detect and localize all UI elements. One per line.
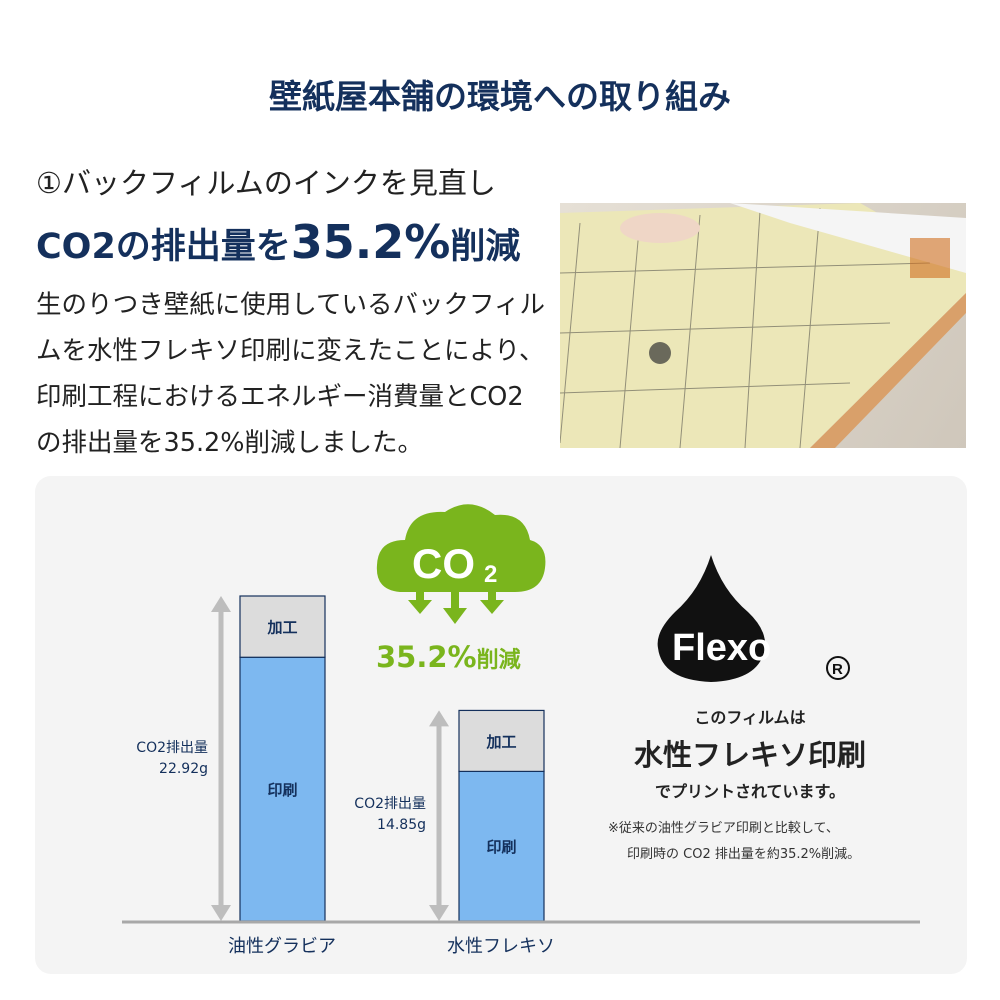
segment-label: 加工 <box>485 733 516 751</box>
flexo-note2: 印刷時の CO2 排出量を約35.2%削減。 <box>627 847 861 862</box>
category-label-1: 油性グラビア <box>228 936 336 957</box>
flexo-line3: でプリントされています。 <box>655 782 845 801</box>
total-label-1: CO2排出量 22.92g <box>136 740 208 777</box>
svg-text:R: R <box>832 661 843 678</box>
reduction-label: 35.2%削減 <box>376 640 521 674</box>
cloud-co-text: CO <box>412 540 475 587</box>
arrow-head-up <box>211 596 231 612</box>
product-photo <box>560 203 966 448</box>
flexo-line1: このフィルムは <box>694 708 806 727</box>
section-headline: CO2の排出量を35.2%削減 <box>36 215 520 269</box>
arrow-head-up <box>429 710 449 727</box>
svg-text:2: 2 <box>484 561 497 588</box>
headline-percent: 35.2% <box>290 215 451 269</box>
bar-segment-insatsu <box>239 656 326 922</box>
section-body: 生のりつき壁紙に使用しているバックフィルムを水性フレキソ印刷に変えたことにより、… <box>36 290 545 458</box>
flexo-line2: 水性フレキソ印刷 <box>633 738 866 772</box>
arrow-head-down <box>211 905 231 921</box>
bar-segment-kakou <box>458 709 545 773</box>
total-label-2: CO2排出量 14.85g <box>354 796 426 833</box>
flexo-drop-icon: Flexo R <box>657 555 850 682</box>
segment-label: 印刷 <box>486 838 516 856</box>
category-label-2: 水性フレキソ <box>447 936 555 957</box>
co2-cloud-icon: CO 2 <box>376 504 546 624</box>
headline-pre: CO2の排出量を <box>36 227 291 267</box>
segment-label: 加工 <box>266 619 297 637</box>
segment-label: 印刷 <box>267 781 297 799</box>
flexo-note1: ※従来の油性グラビア印刷と比較して、 <box>608 821 839 836</box>
headline-post: 削減 <box>450 227 521 267</box>
page-title: 壁紙屋本舗の環境への取り組み <box>269 77 731 116</box>
section-subtitle: ①バックフィルムのインクを見直し <box>36 166 496 200</box>
bar-segment-insatsu <box>458 770 545 922</box>
bar-segment-kakou <box>239 595 326 658</box>
arrow-head-down <box>429 905 449 921</box>
flexo-logo-text: Flexo <box>672 627 771 669</box>
